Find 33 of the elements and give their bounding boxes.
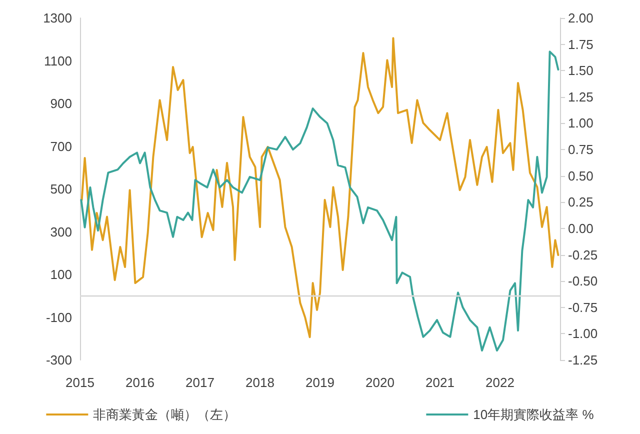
y2-tick-label: 1.00 bbox=[568, 116, 594, 131]
x-tick-label: 2019 bbox=[306, 375, 334, 390]
y-tick-label: 900 bbox=[50, 96, 72, 111]
y2-tick-label: 0.75 bbox=[568, 142, 594, 158]
y2-tick-label: -1.25 bbox=[568, 352, 598, 368]
y2-tick-label: -0.25 bbox=[568, 247, 598, 262]
y2-tick-label: 0.50 bbox=[568, 168, 594, 184]
x-tick-label: 2022 bbox=[486, 375, 514, 390]
y2-tick-label: 1.75 bbox=[568, 36, 594, 52]
y-tick-label: 500 bbox=[50, 182, 72, 196]
y-tick-label: 700 bbox=[50, 138, 72, 154]
x-tick-label: 2020 bbox=[366, 375, 394, 390]
y-tick-label: -100 bbox=[46, 310, 72, 325]
y-tick-label: 300 bbox=[50, 224, 72, 240]
x-tick-label: 2016 bbox=[126, 375, 154, 390]
y-tick-label: 100 bbox=[50, 267, 72, 282]
y2-tick-label: 1.25 bbox=[568, 89, 594, 104]
y2-tick-label: -1.00 bbox=[568, 326, 598, 342]
x-tick-label: 2018 bbox=[246, 375, 274, 390]
x-tick-label: 2021 bbox=[426, 375, 454, 390]
legend-label: 非商業黃金（噸）（左） bbox=[93, 407, 236, 422]
y2-tick-label: 0.25 bbox=[568, 194, 594, 210]
legend-label: 10年期實際收益率 % bbox=[473, 407, 594, 422]
y-tick-label: -300 bbox=[46, 352, 72, 368]
y-tick-label: 1300 bbox=[43, 10, 72, 26]
y2-tick-label: -0.75 bbox=[568, 300, 598, 315]
y2-tick-label: 1.50 bbox=[568, 63, 594, 78]
y2-tick-label: 0.00 bbox=[568, 220, 594, 236]
y2-tick-label: -0.50 bbox=[568, 274, 598, 289]
x-tick-label: 2017 bbox=[186, 375, 214, 390]
x-tick-label: 2015 bbox=[66, 375, 94, 390]
y2-tick-label: 2.00 bbox=[568, 10, 594, 26]
y-tick-label: 1100 bbox=[44, 53, 72, 68]
